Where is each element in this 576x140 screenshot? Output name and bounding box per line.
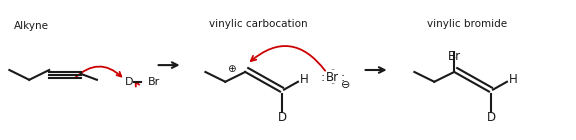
Text: :: : [321,71,325,84]
Text: Br: Br [147,77,160,87]
Text: H: H [509,73,518,86]
Text: ⊖: ⊖ [341,80,350,90]
FancyArrowPatch shape [135,82,139,87]
Text: ··: ·· [330,80,335,89]
FancyArrowPatch shape [251,46,325,71]
Text: ··: ·· [330,66,335,75]
Text: Br: Br [326,71,339,84]
Text: ⊕: ⊕ [227,64,236,74]
Text: D: D [278,111,287,123]
Text: D: D [487,111,495,123]
Text: Alkyne: Alkyne [14,21,49,31]
Text: vinylic carbocation: vinylic carbocation [209,19,308,29]
Text: D: D [124,77,133,87]
FancyArrowPatch shape [75,66,122,78]
Text: vinylic bromide: vinylic bromide [427,19,507,29]
Text: :: : [341,71,345,84]
Text: Br: Br [448,50,461,63]
Text: H: H [300,73,309,86]
